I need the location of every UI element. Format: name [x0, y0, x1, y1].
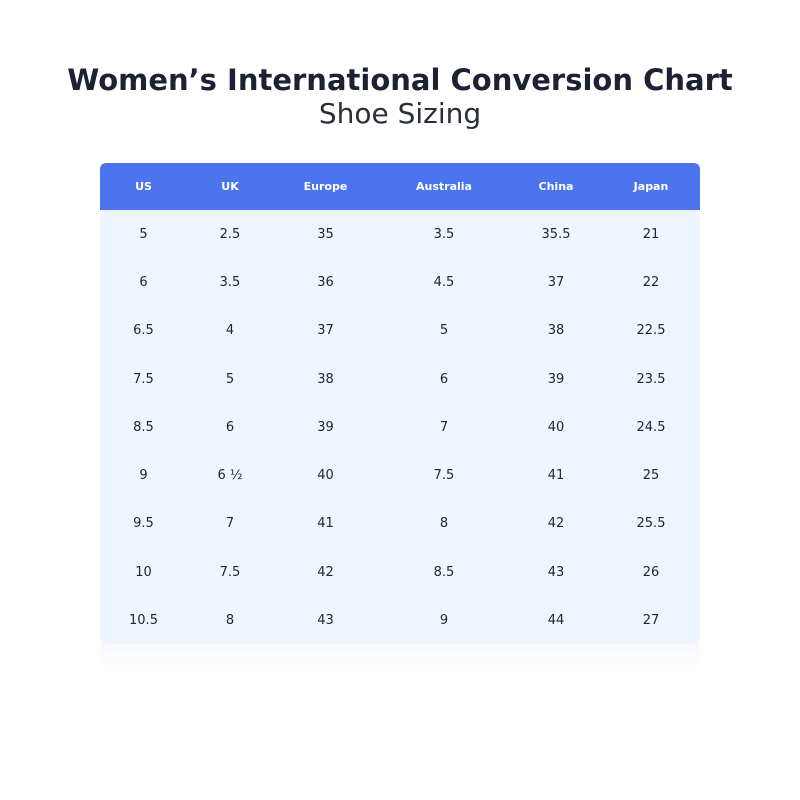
table-bottom-fade [100, 644, 700, 670]
cell-us: 10.5 [129, 613, 158, 629]
chart-subtitle: Shoe Sizing [318, 97, 482, 130]
cell-japan: 27 [642, 613, 660, 629]
table-row: 10.5 8 43 9 44 27 [100, 596, 700, 644]
table-row: 9 6 ½ 40 7.5 41 25 [100, 451, 700, 499]
table-row: 5 2.5 35 3.5 35.5 21 [100, 210, 700, 258]
cell-australia: 9 [439, 613, 449, 629]
cell-europe: 36 [317, 274, 334, 290]
header-australia: Australia [416, 180, 472, 193]
cell-us: 9 [139, 468, 148, 484]
cell-us: 10 [135, 564, 152, 580]
table-row: 9.5 7 41 8 42 25.5 [100, 500, 700, 548]
cell-europe: 43 [317, 613, 334, 629]
table-body: 5 2.5 35 3.5 35.5 21 6 3.5 36 4.5 37 22 … [100, 210, 700, 644]
header-uk: UK [221, 180, 239, 193]
cell-uk: 6 [225, 419, 235, 435]
cell-uk: 6 ½ [217, 468, 243, 484]
cell-uk: 2.5 [219, 226, 241, 242]
cell-china: 37 [547, 274, 565, 290]
cell-uk: 3.5 [219, 274, 241, 290]
cell-japan: 25 [642, 468, 660, 484]
cell-australia: 8.5 [433, 564, 455, 580]
cell-europe: 40 [317, 468, 334, 484]
size-conversion-table: US UK Europe Australia China Japan 5 2.5… [100, 163, 700, 644]
cell-australia: 5 [439, 323, 449, 339]
cell-uk: 7.5 [219, 564, 241, 580]
table-row: 6.5 4 37 5 38 22.5 [100, 307, 700, 355]
cell-china: 42 [547, 516, 565, 532]
header-japan: Japan [633, 180, 669, 193]
cell-us: 9.5 [133, 516, 154, 532]
cell-japan: 21 [642, 226, 660, 242]
chart-title: Women’s International Conversion Chart [67, 63, 733, 97]
cell-australia: 6 [439, 371, 449, 387]
cell-australia: 3.5 [433, 226, 455, 242]
cell-china: 35.5 [541, 226, 571, 242]
cell-australia: 4.5 [433, 274, 455, 290]
cell-china: 41 [547, 468, 565, 484]
cell-australia: 7 [439, 419, 449, 435]
cell-japan: 24.5 [636, 419, 666, 435]
table-header: US UK Europe Australia China Japan [100, 163, 700, 210]
header-china: China [538, 180, 574, 193]
table-row: 7.5 5 38 6 39 23.5 [100, 355, 700, 403]
cell-us: 8.5 [133, 419, 154, 435]
cell-japan: 23.5 [636, 371, 666, 387]
cell-europe: 42 [317, 564, 334, 580]
cell-china: 39 [547, 371, 565, 387]
cell-australia: 7.5 [433, 468, 455, 484]
cell-china: 43 [547, 564, 565, 580]
cell-us: 6.5 [133, 323, 154, 339]
cell-japan: 25.5 [636, 516, 666, 532]
header-us: US [135, 180, 152, 193]
cell-uk: 8 [225, 613, 235, 629]
cell-europe: 37 [317, 323, 334, 339]
cell-japan: 26 [642, 564, 660, 580]
table-row: 6 3.5 36 4.5 37 22 [100, 258, 700, 306]
table-row: 10 7.5 42 8.5 43 26 [100, 548, 700, 596]
cell-uk: 7 [225, 516, 235, 532]
cell-china: 44 [547, 613, 565, 629]
cell-europe: 38 [317, 371, 334, 387]
cell-china: 38 [547, 323, 565, 339]
cell-europe: 35 [317, 226, 334, 242]
header-europe: Europe [303, 180, 348, 193]
cell-us: 6 [139, 274, 148, 290]
cell-us: 7.5 [133, 371, 154, 387]
cell-japan: 22 [642, 274, 660, 290]
cell-uk: 4 [225, 323, 235, 339]
cell-europe: 41 [317, 516, 334, 532]
cell-australia: 8 [439, 516, 449, 532]
table-row: 8.5 6 39 7 40 24.5 [100, 403, 700, 451]
cell-china: 40 [547, 419, 565, 435]
cell-us: 5 [139, 226, 148, 242]
cell-uk: 5 [225, 371, 235, 387]
cell-europe: 39 [317, 419, 334, 435]
cell-japan: 22.5 [636, 323, 666, 339]
